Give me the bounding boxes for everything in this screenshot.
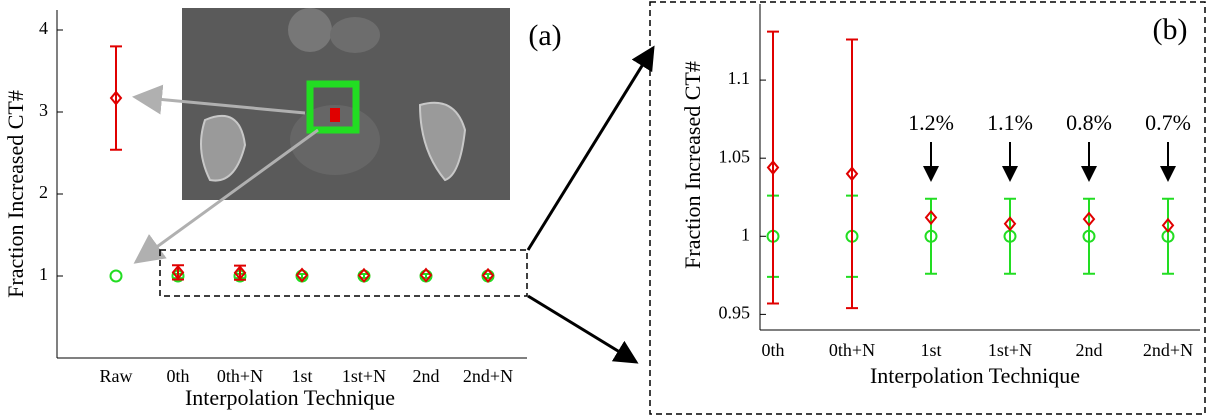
x-tick-label: 0th xyxy=(761,340,784,360)
y-axis-label: Fraction Increased CT# xyxy=(680,61,705,269)
x-tick-label: 1st+N xyxy=(988,340,1032,360)
x-tick-label: 2nd xyxy=(1076,340,1103,360)
zoom-arrow xyxy=(528,296,636,362)
x-tick-label: 1st xyxy=(291,366,312,386)
y-tick-label: 2 xyxy=(39,182,48,202)
y-tick-label: 1 xyxy=(39,264,48,284)
annotation: 0.7% xyxy=(1145,110,1191,135)
x-tick-label: 0th xyxy=(166,366,189,386)
annotation: 0.8% xyxy=(1066,110,1112,135)
annotation: 1.2% xyxy=(908,110,954,135)
error-bar xyxy=(1004,199,1016,274)
x-tick-label: 2nd xyxy=(413,366,440,386)
zoom-arrow xyxy=(528,48,653,250)
x-axis-label: Interpolation Technique xyxy=(870,363,1080,388)
panel-label: (b) xyxy=(1153,13,1188,46)
x-tick-label: 1st xyxy=(920,340,941,360)
zoom-box xyxy=(160,250,527,296)
x-tick-label: 2nd+N xyxy=(1143,340,1193,360)
x-tick-label: 2nd+N xyxy=(463,366,513,386)
y-axis-label: Fraction Increased CT# xyxy=(3,90,28,298)
y-tick-label: 1 xyxy=(741,224,750,244)
x-tick-label: 1st+N xyxy=(342,366,386,386)
circle-marker xyxy=(111,271,122,282)
x-axis-label: Interpolation Technique xyxy=(185,385,395,410)
ct-image xyxy=(182,8,510,200)
panel-label: (a) xyxy=(528,19,561,52)
y-tick-label: 1.05 xyxy=(719,146,751,166)
annotation: 1.1% xyxy=(987,110,1033,135)
error-bar xyxy=(1162,199,1174,274)
y-tick-label: 3 xyxy=(39,100,48,120)
error-bar xyxy=(1083,199,1095,274)
y-tick-label: 0.95 xyxy=(719,303,751,323)
figure: (a) Interpolation Technique Fraction Incre… xyxy=(0,0,1209,417)
y-tick-label: 4 xyxy=(39,18,48,38)
x-tick-label: 0th+N xyxy=(829,340,875,360)
y-tick-label: 1.1 xyxy=(728,68,751,88)
x-tick-label: Raw xyxy=(100,366,133,386)
x-tick-label: 0th+N xyxy=(217,366,263,386)
